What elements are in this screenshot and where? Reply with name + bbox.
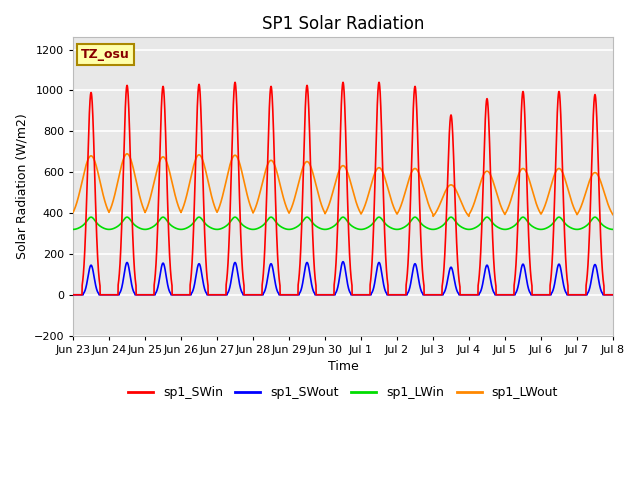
X-axis label: Time: Time bbox=[328, 360, 358, 373]
Legend: sp1_SWin, sp1_SWout, sp1_LWin, sp1_LWout: sp1_SWin, sp1_SWout, sp1_LWin, sp1_LWout bbox=[123, 381, 563, 404]
Title: SP1 Solar Radiation: SP1 Solar Radiation bbox=[262, 15, 424, 33]
Y-axis label: Solar Radiation (W/m2): Solar Radiation (W/m2) bbox=[15, 114, 28, 259]
Text: TZ_osu: TZ_osu bbox=[81, 48, 130, 61]
